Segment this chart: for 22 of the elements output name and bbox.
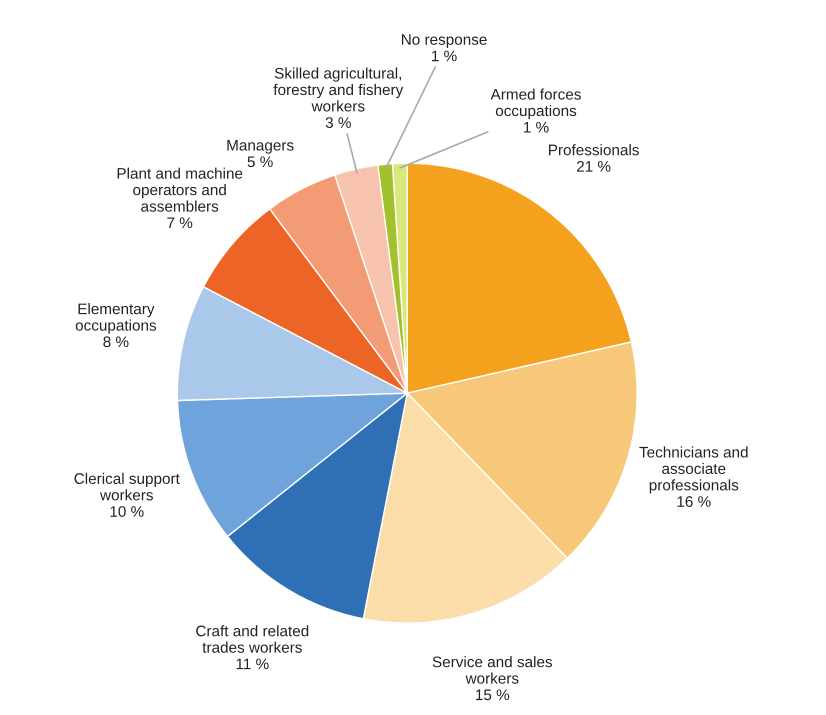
- slice-label: Armed forces occupations: [490, 88, 581, 120]
- slice-label: Professionals: [548, 144, 639, 156]
- data-label: 10 %: [110, 506, 144, 517]
- data-label: 11 %: [236, 658, 269, 670]
- data-label: 1 %: [432, 50, 457, 62]
- data-label: 16 %: [678, 496, 711, 507]
- data-label: 21 %: [576, 160, 610, 172]
- data-label: 3 %: [326, 117, 351, 128]
- slice-label: Technicians and associate professionals: [639, 446, 748, 494]
- data-label: 15 %: [476, 689, 510, 700]
- slice-label: Clerical support workers: [74, 472, 180, 500]
- slice-label: Skilled agricultural, forestry and fishery workers: [274, 67, 404, 112]
- data-label: 7 %: [167, 217, 192, 228]
- slice-label: Craft and related trades workers: [196, 625, 308, 653]
- data-label: 1 %: [524, 122, 549, 133]
- slice-label: Elementary occupations: [76, 303, 156, 334]
- slice-label: Managers: [227, 140, 294, 154]
- slice-label: No response: [402, 34, 487, 48]
- slice-label: Service and sales workers: [432, 656, 552, 684]
- data-label: 8 %: [103, 336, 128, 348]
- data-label: 5 %: [248, 156, 273, 168]
- slice-label: Plant and machine operators and assemblers: [118, 168, 242, 212]
